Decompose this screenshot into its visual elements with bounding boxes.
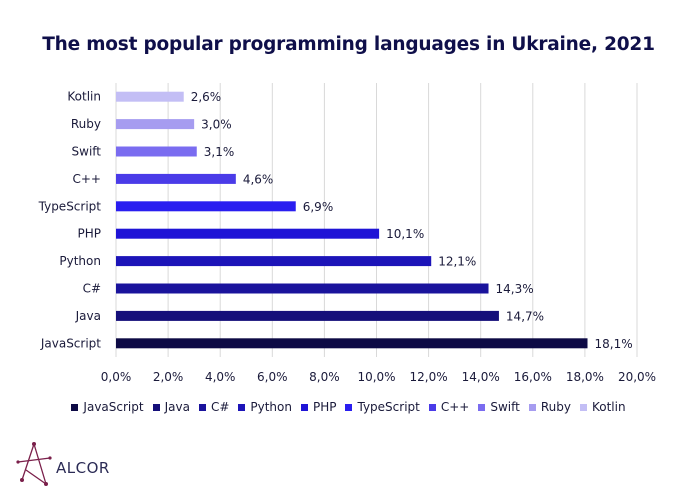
bar-php <box>116 228 380 239</box>
category-label: Swift <box>72 145 102 159</box>
data-label: 18,1% <box>595 337 633 351</box>
legend-swatch <box>579 403 587 411</box>
data-label: 4,6% <box>243 172 274 186</box>
legend-swatch <box>345 403 353 411</box>
legend-label: Kotlin <box>591 400 626 414</box>
bar-python <box>116 256 432 267</box>
bar-kotlin <box>116 91 184 102</box>
logo-text: ALCOR <box>56 459 110 477</box>
category-label: C++ <box>73 172 102 186</box>
legend-swatch <box>238 403 246 411</box>
legend-swatch <box>478 403 486 411</box>
data-label: 14,3% <box>496 282 534 296</box>
bar-javascript <box>116 338 588 349</box>
bar-typescript <box>116 201 296 212</box>
category-label: JavaScript <box>40 336 101 350</box>
legend-item: Ruby <box>528 400 571 414</box>
data-label: 3,0% <box>201 118 232 132</box>
bar-c- <box>116 173 236 184</box>
legend-label: Java <box>164 400 190 414</box>
legend-label: C# <box>210 400 230 414</box>
legend-item: C# <box>198 400 230 414</box>
category-label: Ruby <box>71 117 101 131</box>
x-tick-label: 6,0% <box>257 370 288 384</box>
legend-item: Java <box>152 400 190 414</box>
legend-item: JavaScript <box>71 400 144 414</box>
x-tick-label: 0,0% <box>101 370 132 384</box>
data-label: 6,9% <box>303 200 334 214</box>
legend-label: TypeScript <box>357 400 420 414</box>
x-tick-label: 16,0% <box>514 370 552 384</box>
legend-item: C++ <box>428 400 470 414</box>
category-label: Kotlin <box>67 90 101 104</box>
legend-swatch <box>71 403 79 411</box>
category-label: PHP <box>78 227 102 241</box>
legend-label: JavaScript <box>83 400 144 414</box>
x-tick-label: 10,0% <box>357 370 395 384</box>
legend-item: PHP <box>300 400 337 414</box>
data-label: 3,1% <box>204 145 235 159</box>
data-label: 10,1% <box>386 227 424 241</box>
chart-title: The most popular programming languages i… <box>42 34 655 55</box>
legend-label: Swift <box>490 400 520 414</box>
legend-swatch <box>198 403 206 411</box>
x-tick-label: 2,0% <box>153 370 184 384</box>
legend-swatch <box>300 403 308 411</box>
bar-swift <box>116 146 197 157</box>
bar-java <box>116 310 499 321</box>
legend-item: Swift <box>478 400 520 414</box>
legend-swatch <box>428 403 436 411</box>
legend-label: Python <box>250 400 292 414</box>
data-label: 14,7% <box>506 309 544 323</box>
x-tick-label: 8,0% <box>309 370 340 384</box>
alcor-logo: ALCOR <box>16 440 110 488</box>
alcor-logo-icon <box>16 442 52 486</box>
bar-ruby <box>116 119 195 130</box>
category-label: Python <box>59 254 101 268</box>
legend: JavaScript Java C# Python PHP TypeScript C++ Sw… <box>0 400 697 414</box>
bar-c- <box>116 283 489 294</box>
x-tick-label: 4,0% <box>205 370 236 384</box>
x-tick-label: 18,0% <box>566 370 604 384</box>
legend-item: TypeScript <box>345 400 420 414</box>
legend-label: Ruby <box>540 400 571 414</box>
data-label: 12,1% <box>438 255 476 269</box>
legend-swatch <box>152 403 160 411</box>
x-tick-label: 12,0% <box>410 370 448 384</box>
category-label: TypeScript <box>38 199 102 213</box>
bar-chart: Kotlin Ruby Swift C++ TypeScript PHP Python C# J… <box>38 83 656 384</box>
legend-label: C++ <box>440 400 470 414</box>
legend-swatch <box>528 403 536 411</box>
category-label: Java <box>75 309 101 323</box>
category-label: C# <box>83 282 101 296</box>
legend-item: Python <box>238 400 292 414</box>
x-tick-label: 14,0% <box>462 370 500 384</box>
x-tick-label: 20,0% <box>618 370 656 384</box>
legend-item: Kotlin <box>579 400 626 414</box>
legend-label: PHP <box>312 400 337 414</box>
data-label: 2,6% <box>191 90 222 104</box>
